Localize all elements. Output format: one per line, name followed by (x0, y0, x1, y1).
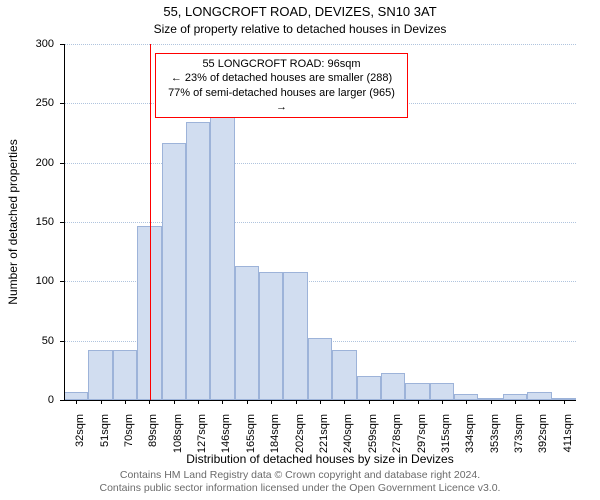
xtick-mark (296, 400, 297, 404)
footer-line-1: Contains HM Land Registry data © Crown c… (0, 469, 600, 483)
ytick-label: 300 (14, 38, 54, 50)
histogram-bar (259, 272, 283, 400)
xtick-label: 373sqm (513, 414, 525, 453)
xtick-label: 108sqm (172, 414, 184, 453)
grid-line (64, 163, 576, 164)
ytick-label: 150 (14, 216, 54, 228)
histogram-bar (308, 338, 332, 400)
xtick-mark (564, 400, 565, 404)
xtick-label: 392sqm (537, 414, 549, 453)
ytick-label: 0 (14, 394, 54, 406)
histogram-bar (405, 383, 429, 400)
x-axis-ticks: 32sqm 51sqm 70sqm 89sqm 108sqm 127sqm 146sqm 16… (64, 400, 576, 456)
histogram-bar (235, 266, 259, 400)
xtick-mark (149, 400, 150, 404)
annotation-line-1: ← 23% of detached houses are smaller (28… (162, 71, 401, 85)
y-axis-ticks: 050100150200250300 (0, 44, 60, 400)
reference-line (150, 44, 151, 400)
xtick-mark (466, 400, 467, 404)
y-axis-line (64, 44, 65, 400)
xtick-label: 259sqm (367, 414, 379, 453)
annotation-box: 55 LONGCROFT ROAD: 96sqm← 23% of detache… (155, 53, 408, 118)
footer-attribution: Contains HM Land Registry data © Crown c… (0, 469, 600, 496)
xtick-mark (442, 400, 443, 404)
ytick-label: 250 (14, 97, 54, 109)
page-subtitle: Size of property relative to detached ho… (0, 22, 600, 36)
histogram-bar (88, 350, 112, 400)
xtick-mark (125, 400, 126, 404)
xtick-mark (174, 400, 175, 404)
xtick-label: 202sqm (294, 414, 306, 453)
xtick-label: 70sqm (123, 414, 135, 447)
xtick-label: 353sqm (489, 414, 501, 453)
histogram-bar (64, 392, 88, 400)
ytick-label: 100 (14, 275, 54, 287)
xtick-label: 184sqm (269, 414, 281, 453)
histogram-bar (186, 122, 210, 400)
xtick-label: 89sqm (147, 414, 159, 447)
xtick-mark (491, 400, 492, 404)
xtick-label: 297sqm (416, 414, 428, 453)
xtick-mark (320, 400, 321, 404)
histogram-bar (430, 383, 454, 400)
page-title: 55, LONGCROFT ROAD, DEVIZES, SN10 3AT (0, 4, 600, 19)
xtick-mark (344, 400, 345, 404)
ytick-label: 200 (14, 157, 54, 169)
histogram-bar (283, 272, 307, 400)
xtick-label: 334sqm (464, 414, 476, 453)
histogram-bar (332, 350, 356, 400)
xtick-mark (418, 400, 419, 404)
xtick-label: 146sqm (220, 414, 232, 453)
histogram-bar (162, 143, 186, 401)
xtick-mark (76, 400, 77, 404)
xtick-mark (271, 400, 272, 404)
xtick-label: 240sqm (342, 414, 354, 453)
histogram-bar (210, 107, 234, 400)
histogram-bar (113, 350, 137, 400)
xtick-mark (101, 400, 102, 404)
histogram-bar (381, 373, 405, 400)
xtick-mark (369, 400, 370, 404)
grid-line (64, 222, 576, 223)
xtick-label: 32sqm (74, 414, 86, 447)
xtick-mark (198, 400, 199, 404)
xtick-label: 411sqm (562, 414, 574, 452)
xtick-label: 51sqm (99, 414, 111, 447)
footer-line-2: Contains public sector information licen… (0, 482, 600, 496)
xtick-label: 127sqm (196, 414, 208, 453)
xtick-label: 165sqm (245, 414, 257, 453)
xtick-mark (393, 400, 394, 404)
xtick-label: 221sqm (318, 414, 330, 453)
histogram-bar (357, 376, 381, 400)
page-root: 55, LONGCROFT ROAD, DEVIZES, SN10 3AT Si… (0, 0, 600, 500)
x-axis-title: Distribution of detached houses by size … (64, 452, 576, 466)
xtick-mark (222, 400, 223, 404)
xtick-label: 278sqm (391, 414, 403, 453)
grid-line (64, 44, 576, 45)
annotation-line-0: 55 LONGCROFT ROAD: 96sqm (162, 57, 401, 71)
xtick-mark (515, 400, 516, 404)
ytick-label: 50 (14, 335, 54, 347)
histogram-bar (527, 392, 551, 400)
plot-area: 55 LONGCROFT ROAD: 96sqm← 23% of detache… (64, 44, 576, 400)
xtick-label: 315sqm (440, 414, 452, 453)
xtick-mark (539, 400, 540, 404)
xtick-mark (247, 400, 248, 404)
annotation-line-2: 77% of semi-detached houses are larger (… (162, 86, 401, 115)
